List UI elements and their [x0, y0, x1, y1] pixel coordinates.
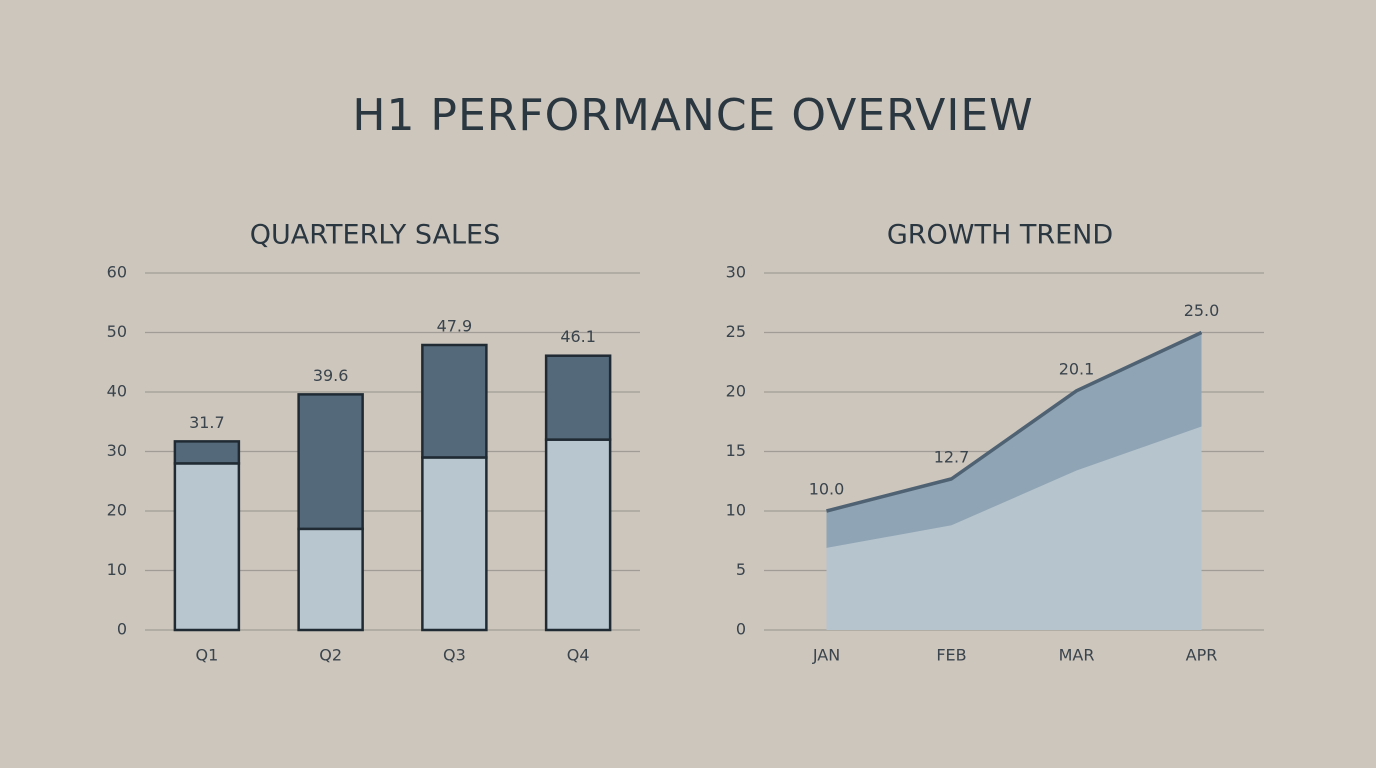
- y-tick-label: 5: [736, 560, 746, 579]
- y-tick-label: 0: [736, 620, 746, 639]
- x-tick-label: Q1: [195, 646, 218, 665]
- y-tick-label: 30: [726, 263, 746, 282]
- x-tick-label: JAN: [812, 646, 840, 665]
- value-label: 20.1: [1059, 359, 1095, 378]
- bar-segment: [173, 440, 241, 465]
- value-label: 25.0: [1184, 301, 1220, 320]
- y-tick-label: 30: [107, 441, 127, 460]
- bar-segment: [421, 456, 488, 632]
- y-tick-label: 40: [107, 382, 127, 401]
- bar-segment: [421, 343, 488, 459]
- bar-segment: [544, 438, 612, 632]
- y-tick-label: 0: [117, 620, 127, 639]
- page-title: H1 PERFORMANCE OVERVIEW: [352, 90, 1033, 141]
- total-label: 31.7: [189, 413, 225, 432]
- chart-title: QUARTERLY SALES: [250, 220, 500, 251]
- bar-segment: [173, 462, 241, 632]
- total-label: 46.1: [560, 327, 596, 346]
- y-tick-label: 10: [726, 501, 746, 520]
- area: [826, 426, 1202, 630]
- y-tick-label: 25: [726, 322, 746, 341]
- x-tick-label: Q3: [443, 646, 466, 665]
- bar-segment: [544, 354, 612, 441]
- x-tick-label: Q4: [567, 646, 590, 665]
- y-tick-label: 50: [107, 322, 127, 341]
- total-label: 39.6: [313, 366, 349, 385]
- x-tick-label: FEB: [936, 646, 966, 665]
- y-tick-label: 20: [726, 382, 746, 401]
- chart-title: GROWTH TREND: [887, 220, 1113, 251]
- y-tick-label: 15: [726, 441, 746, 460]
- line: [826, 330, 1203, 513]
- y-tick-label: 60: [107, 263, 127, 282]
- x-tick-label: MAR: [1059, 646, 1095, 665]
- y-tick-label: 20: [107, 501, 127, 520]
- bar-segment: [297, 393, 364, 531]
- x-tick-label: APR: [1186, 646, 1218, 665]
- value-label: 10.0: [809, 480, 845, 499]
- value-label: 12.7: [934, 447, 970, 466]
- x-tick-label: Q2: [319, 646, 342, 665]
- y-tick-label: 10: [107, 560, 127, 579]
- total-label: 47.9: [437, 316, 473, 335]
- bar-segment: [297, 527, 364, 632]
